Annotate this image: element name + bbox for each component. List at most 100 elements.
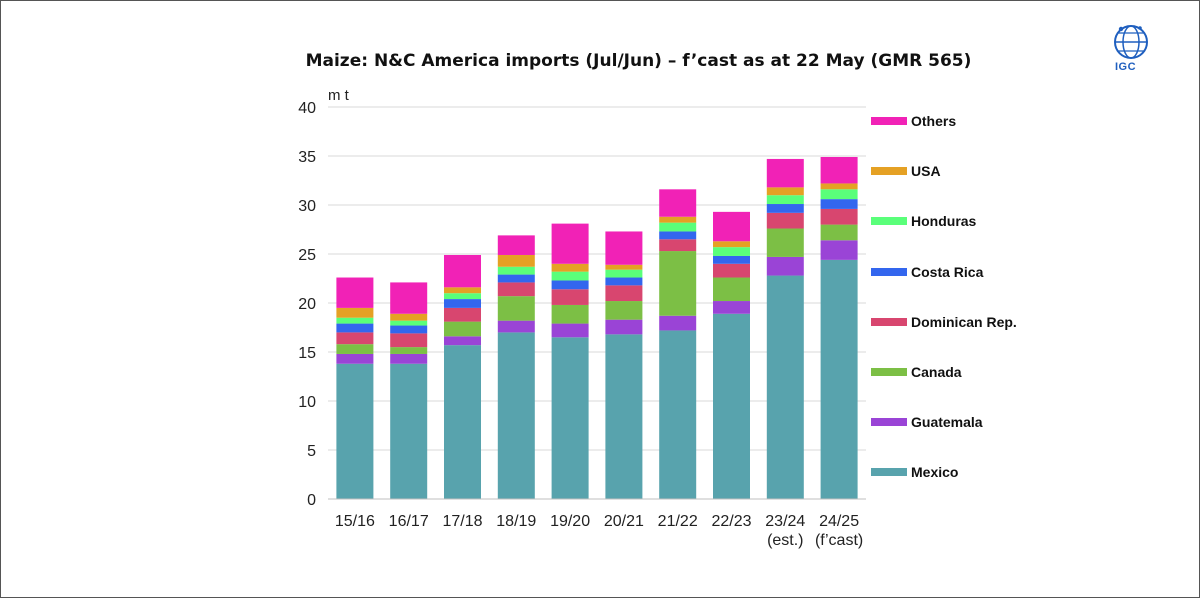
bar-segment-usa bbox=[390, 313, 428, 321]
legend-label: USA bbox=[911, 163, 941, 180]
bar-segment-mexico bbox=[390, 363, 428, 499]
bar-segment-others bbox=[605, 231, 643, 265]
bar-segment-dominican-rep bbox=[766, 212, 804, 229]
legend-swatch bbox=[871, 468, 907, 477]
bar-segment-canada bbox=[444, 321, 481, 337]
bar-segment-others bbox=[713, 211, 750, 242]
y-tick-label: 5 bbox=[307, 443, 316, 460]
bar-segment-canada bbox=[336, 344, 374, 354]
bar-segment-mexico bbox=[551, 337, 589, 499]
x-tick-label: 21/22 bbox=[658, 513, 698, 530]
bar-segment-canada bbox=[713, 277, 750, 302]
bar-segment-guatemala bbox=[605, 319, 643, 335]
y-tick-label: 20 bbox=[298, 296, 316, 313]
bar-segment-costa-rica bbox=[390, 325, 428, 334]
bar-segment-costa-rica bbox=[497, 274, 535, 283]
x-tick-label: 20/21 bbox=[604, 513, 644, 530]
x-tick-label: 24/25 bbox=[819, 513, 859, 530]
legend-label: Guatemala bbox=[911, 414, 983, 431]
bar-segment-dominican-rep bbox=[659, 239, 697, 252]
bar-segment-dominican-rep bbox=[390, 333, 428, 348]
bar-segment-costa-rica bbox=[444, 299, 481, 308]
bar-segment-honduras bbox=[390, 320, 428, 326]
bar-segment-honduras bbox=[497, 266, 535, 275]
y-tick-label: 15 bbox=[298, 345, 316, 362]
igc-globe-icon bbox=[1114, 25, 1148, 59]
x-tick-label: (est.) bbox=[767, 532, 803, 549]
bar-segment-usa bbox=[336, 307, 374, 318]
bar-segment-mexico bbox=[713, 313, 750, 499]
bar-segment-guatemala bbox=[659, 315, 697, 331]
bar-segment-others bbox=[766, 158, 804, 188]
x-tick-label: 22/23 bbox=[711, 513, 751, 530]
bar-segment-mexico bbox=[659, 330, 697, 499]
y-tick-label: 0 bbox=[307, 492, 316, 509]
bar-segment-canada bbox=[605, 301, 643, 320]
bar-segment-costa-rica bbox=[766, 204, 804, 213]
legend-swatch bbox=[871, 167, 907, 176]
legend-label: Costa Rica bbox=[911, 263, 984, 280]
legend-swatch bbox=[871, 117, 907, 125]
bar-segment-honduras bbox=[444, 293, 481, 300]
bar-segment-dominican-rep bbox=[551, 289, 589, 305]
legend-label: Others bbox=[911, 113, 957, 129]
bar-segment-guatemala bbox=[713, 301, 750, 314]
bar-segment-costa-rica bbox=[551, 280, 589, 290]
x-tick-label: 23/24 bbox=[765, 513, 805, 530]
bar-segment-honduras bbox=[713, 247, 750, 256]
legend-swatch bbox=[871, 217, 907, 226]
bar-segment-usa bbox=[551, 263, 589, 272]
bar-segment-dominican-rep bbox=[336, 332, 374, 345]
bar-segment-mexico bbox=[336, 363, 374, 499]
bar-segment-usa bbox=[820, 183, 858, 190]
y-axis-unit-label: m t bbox=[328, 87, 349, 104]
bar-segment-costa-rica bbox=[820, 199, 858, 209]
bar-segment-costa-rica bbox=[713, 255, 750, 264]
y-tick-label: 30 bbox=[298, 198, 316, 215]
bar-segment-canada bbox=[497, 296, 535, 321]
legend-swatch bbox=[871, 368, 907, 376]
bar-segment-dominican-rep bbox=[497, 282, 535, 297]
legend-swatch bbox=[871, 267, 907, 276]
bar-segment-honduras bbox=[659, 222, 697, 232]
bar-segment-canada bbox=[820, 224, 858, 241]
bar-segment-others bbox=[551, 223, 589, 264]
bar-segment-guatemala bbox=[444, 336, 481, 346]
chart-title: Maize: N&C America imports (Jul/Jun) – f… bbox=[305, 51, 972, 71]
bar-segment-others bbox=[336, 277, 374, 308]
bar-segment-costa-rica bbox=[336, 323, 374, 333]
bar-segment-guatemala bbox=[551, 323, 589, 338]
bar-segment-guatemala bbox=[336, 353, 374, 364]
chart-legend: Others USA Honduras Costa Rica Dominican Rep… bbox=[871, 113, 1071, 493]
bar-segment-others bbox=[659, 189, 697, 217]
igc-logo-text: IGC bbox=[1115, 61, 1137, 73]
bar-segment-guatemala bbox=[820, 240, 858, 260]
bar-segment-costa-rica bbox=[659, 231, 697, 240]
legend-label: Canada bbox=[911, 364, 962, 380]
legend-swatch bbox=[871, 418, 907, 427]
y-tick-label: 40 bbox=[298, 100, 316, 117]
x-tick-label: 17/18 bbox=[442, 513, 482, 530]
x-tick-label: 18/19 bbox=[496, 513, 536, 530]
bar-segment-usa bbox=[659, 216, 697, 223]
bar-segment-guatemala bbox=[497, 320, 535, 333]
x-tick-label: 15/16 bbox=[335, 513, 375, 530]
bar-segment-mexico bbox=[820, 259, 858, 499]
y-tick-label: 25 bbox=[298, 247, 316, 264]
bar-segment-canada bbox=[659, 251, 697, 316]
bar-segment-usa bbox=[497, 254, 535, 267]
bar-segment-mexico bbox=[605, 334, 643, 499]
bar-segment-usa bbox=[444, 287, 481, 294]
x-tick-label: 19/20 bbox=[550, 513, 590, 530]
y-tick-label: 35 bbox=[298, 149, 316, 166]
bar-segment-honduras bbox=[820, 189, 858, 200]
bar-segment-mexico bbox=[766, 275, 804, 499]
bar-segment-mexico bbox=[444, 345, 481, 499]
y-tick-label: 10 bbox=[298, 394, 316, 411]
bar-segment-usa bbox=[605, 264, 643, 270]
bar-segment-mexico bbox=[497, 332, 535, 499]
bar-segment-dominican-rep bbox=[820, 208, 858, 225]
bar-segment-dominican-rep bbox=[444, 307, 481, 322]
bar-segment-canada bbox=[390, 347, 428, 354]
